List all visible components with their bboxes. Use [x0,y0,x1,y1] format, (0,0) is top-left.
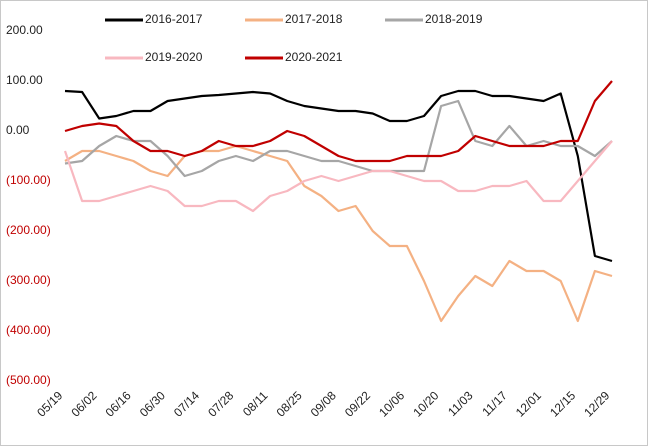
series-line [64,80,613,163]
y-tick-label: (100.00) [6,173,51,187]
series-line [64,144,613,323]
legend-label: 2019-2020 [145,50,203,64]
legend-label: 2017-2018 [285,12,343,26]
y-tick-label: 0.00 [6,123,30,137]
series-line [63,140,613,213]
y-tick-label: (400.00) [6,323,51,337]
legend-label: 2020-2021 [285,50,343,64]
y-tick-label: (500.00) [6,373,51,387]
legend-label: 2016-2017 [145,12,203,26]
series-line [64,99,613,178]
y-tick-label: (300.00) [6,273,51,287]
y-tick-label: (200.00) [6,223,51,237]
y-tick-label: 100.00 [6,73,43,87]
y-tick-label: 200.00 [6,23,43,37]
legend-label: 2018-2019 [425,12,483,26]
series-line [64,89,613,263]
